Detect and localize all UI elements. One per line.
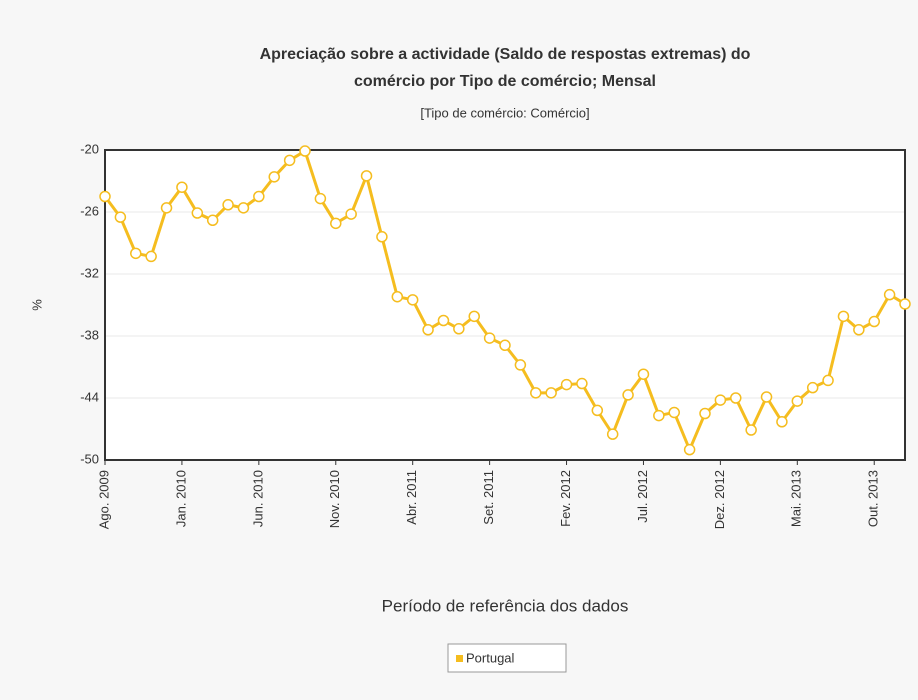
x-tick-label: Set. 2011 — [481, 470, 496, 525]
data-point — [314, 192, 327, 205]
data-point — [576, 377, 588, 390]
data-point — [160, 202, 173, 214]
x-tick-label: Fev. 2012 — [558, 470, 573, 527]
chart-title-line: comércio por Tipo de comércio; Mensal — [354, 73, 656, 90]
data-point — [222, 199, 234, 211]
data-point — [406, 294, 419, 306]
data-point — [591, 404, 604, 417]
data-point — [299, 145, 311, 157]
data-point — [822, 374, 834, 387]
data-point — [622, 389, 634, 401]
data-point — [391, 290, 404, 303]
data-point — [899, 298, 911, 310]
data-point — [422, 324, 434, 336]
data-point — [668, 406, 680, 419]
data-point — [483, 332, 496, 344]
data-point — [776, 416, 788, 428]
data-point — [806, 381, 819, 394]
data-point — [868, 315, 880, 328]
x-tick-label: Abr. 2011 — [404, 470, 419, 525]
y-tick-label: -20 — [80, 141, 99, 156]
data-point — [453, 323, 465, 335]
x-tick-label: Jun. 2010 — [250, 470, 265, 527]
data-point — [683, 443, 696, 456]
data-point — [130, 247, 142, 260]
x-tick-label: Nov. 2010 — [327, 470, 342, 528]
data-point — [283, 154, 296, 167]
x-axis-label: Período de referência dos dados — [382, 596, 629, 615]
data-point — [176, 181, 188, 193]
legend-label: Portugal — [466, 650, 515, 665]
y-tick-label: -38 — [80, 327, 99, 342]
data-point — [330, 217, 342, 230]
data-point — [114, 211, 127, 223]
data-point — [514, 359, 527, 371]
data-point — [606, 428, 619, 440]
data-point — [253, 190, 265, 203]
data-point — [268, 171, 280, 183]
data-point — [730, 392, 742, 404]
x-tick-label: Mai. 2013 — [789, 470, 804, 527]
x-tick-label: Jul. 2012 — [635, 470, 650, 523]
data-point — [853, 324, 865, 336]
data-point — [206, 214, 219, 227]
data-point — [145, 250, 157, 263]
data-point — [545, 387, 557, 399]
data-point — [499, 339, 511, 352]
chart-title-line: Apreciação sobre a actividade (Saldo de … — [260, 46, 751, 63]
chart-subtitle: [Tipo de comércio: Comércio] — [420, 105, 589, 120]
data-point — [883, 288, 896, 301]
legend-box — [447, 643, 567, 673]
y-axis-label: % — [29, 299, 44, 311]
x-tick-label: Dez. 2012 — [712, 470, 727, 529]
data-point — [560, 378, 573, 391]
data-point — [360, 170, 373, 182]
plot-area — [105, 150, 905, 460]
x-tick-label: Out. 2013 — [866, 470, 881, 527]
data-point — [99, 190, 111, 203]
data-point — [376, 231, 388, 243]
data-point — [791, 395, 804, 407]
data-point — [653, 409, 665, 422]
data-point — [745, 424, 757, 436]
data-point — [468, 310, 480, 323]
x-tick-label: Jan. 2010 — [173, 470, 188, 527]
legend-swatch — [456, 655, 463, 662]
data-point — [191, 207, 204, 219]
y-tick-label: -44 — [80, 389, 99, 404]
data-point — [345, 208, 357, 220]
data-point — [714, 394, 727, 406]
data-point — [837, 310, 850, 323]
y-tick-label: -50 — [80, 451, 99, 466]
x-tick-label: Ago. 2009 — [96, 470, 111, 529]
data-point — [637, 368, 650, 380]
y-tick-label: -32 — [80, 265, 99, 280]
data-point — [437, 314, 450, 327]
data-point — [760, 391, 773, 403]
data-point — [699, 407, 711, 420]
data-point — [237, 202, 250, 214]
data-point — [530, 387, 542, 399]
y-tick-label: -26 — [80, 203, 99, 218]
